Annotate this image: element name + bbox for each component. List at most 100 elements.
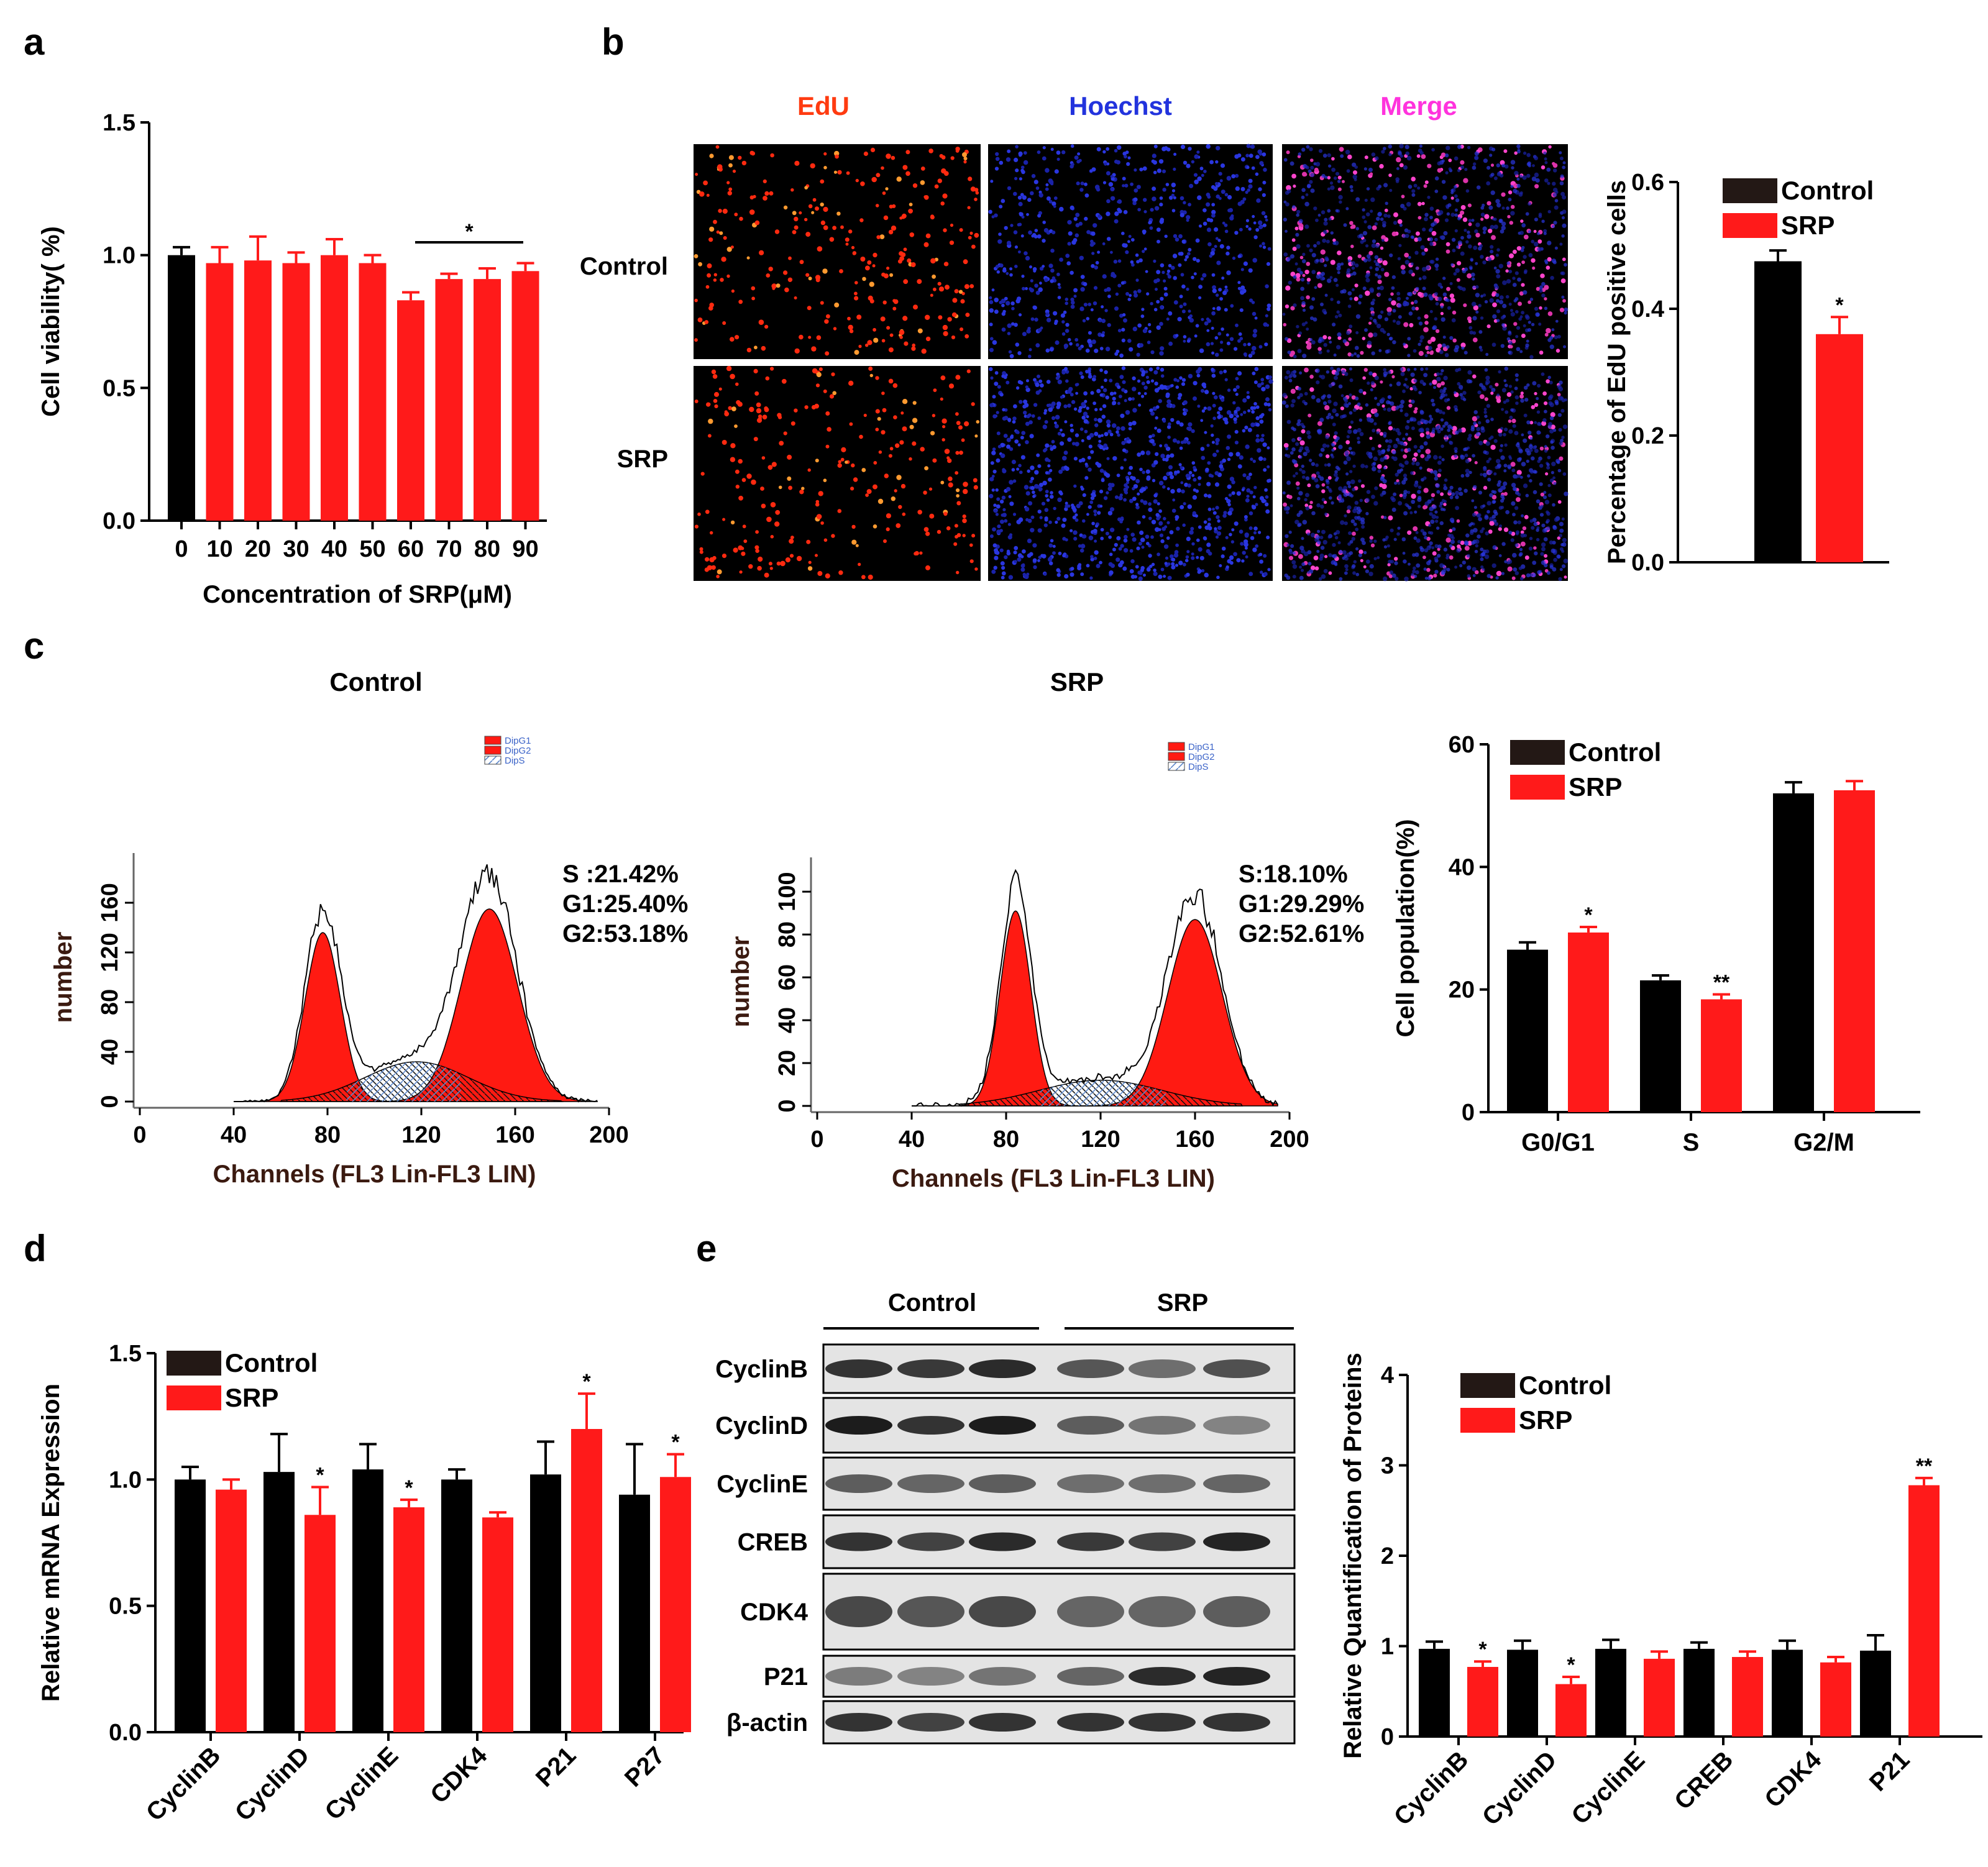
x-tick-label: 120 [1081, 1126, 1120, 1153]
blot-label: CyclinE [717, 1471, 808, 1498]
blot-label: β-actin [726, 1709, 808, 1737]
legend-swatch-srp [1723, 213, 1777, 238]
y-tick-label: 40 [1449, 854, 1475, 880]
y-tick-label: 0.5 [103, 375, 135, 401]
y-axis-title: Cell viability( %) [37, 226, 65, 417]
blot-band [1057, 1359, 1124, 1378]
wb-group-control: Control [888, 1289, 976, 1317]
blot-band [1057, 1713, 1124, 1732]
significance-star: * [1567, 1653, 1575, 1677]
blot-row-cdk4: CDK4 [740, 1574, 1294, 1650]
bar-control-g2-m [1773, 793, 1814, 1112]
legend-label-dips: DipS [505, 755, 525, 766]
x-tick-label: G0/G1 [1521, 1129, 1595, 1156]
panel-letter-d: d [24, 1228, 47, 1269]
y-tick-label: 0 [1462, 1100, 1475, 1126]
phase-stat: G2:52.61% [1239, 920, 1364, 947]
blot-band [897, 1596, 964, 1627]
bar-30 [283, 263, 310, 521]
bar-srp-p21 [571, 1429, 602, 1732]
blot-label: P21 [764, 1663, 808, 1691]
bar-70 [436, 279, 463, 521]
bar-srp-s [1701, 999, 1742, 1112]
micrograph-merge-control [1282, 144, 1568, 360]
bar-control-cdk4 [441, 1479, 472, 1732]
significance-star: * [582, 1370, 591, 1394]
x-tick-label: 70 [436, 536, 462, 562]
bar-90 [512, 271, 539, 521]
x-tick-label: 200 [589, 1122, 628, 1148]
blot-band [825, 1667, 892, 1686]
legend-label-dipg1: DipG1 [505, 736, 531, 746]
x-tick-label: P27 [620, 1741, 670, 1792]
y-tick-label: 3 [1381, 1453, 1394, 1479]
legend-label-control: Control [1519, 1371, 1611, 1400]
phase-stat: S:18.10% [1239, 860, 1348, 888]
blot-band [825, 1533, 892, 1551]
bar-control-cdk4 [1772, 1650, 1803, 1737]
blot-band [969, 1359, 1036, 1378]
x-tick-label: 200 [1270, 1126, 1309, 1153]
bar-control-cyclind [1507, 1650, 1538, 1737]
bar-control-p21 [1860, 1651, 1891, 1737]
blot-row-cyclinb: CyclinB [715, 1344, 1294, 1393]
y-tick-label: 2 [1381, 1543, 1394, 1569]
micrograph-merge-srp [1282, 366, 1569, 582]
y-axis-title: number [50, 932, 77, 1023]
microscopy-grid: EdU Hoechst Merge Control SRP [580, 91, 1569, 582]
blot-band [969, 1533, 1036, 1551]
y-axis-title: Relative mRNA Expression [37, 1384, 65, 1702]
panel-letter-b: b [602, 21, 625, 63]
panel-letter-e: e [696, 1228, 717, 1269]
blot-band [1203, 1533, 1270, 1551]
western-blot: Control SRP CyclinBCyclinDCyclinECREBCDK… [715, 1289, 1294, 1743]
y-tick-label: 60 [774, 964, 800, 990]
y-tick-label: 60 [1449, 732, 1475, 758]
x-axis-title: Channels (FL3 Lin-FL3 LIN) [892, 1165, 1215, 1192]
y-tick-label: 4 [1381, 1363, 1394, 1389]
x-tick-label: 120 [401, 1122, 441, 1148]
blot-band [897, 1474, 964, 1493]
legend-label-srp: SRP [1519, 1405, 1572, 1435]
phase-stat: G1:25.40% [562, 890, 688, 918]
y-tick-label: 80 [774, 921, 800, 947]
blot-band [825, 1713, 892, 1732]
legend-swatch-control [1723, 178, 1777, 203]
blot-row-creb: CREB [738, 1515, 1294, 1568]
significance-star: * [405, 1476, 413, 1500]
legend-label-srp: SRP [1569, 772, 1622, 801]
blot-band [825, 1474, 892, 1493]
bar-control-p21 [530, 1474, 561, 1732]
x-axis-title: Concentration of SRP(μM) [203, 581, 512, 608]
bar-control [1754, 262, 1802, 563]
x-axis-title: Channels (FL3 Lin-FL3 LIN) [213, 1161, 536, 1188]
blot-band [1057, 1416, 1124, 1435]
blot-band [969, 1713, 1036, 1732]
edu-title: EdU [797, 91, 850, 121]
bar-80 [474, 279, 501, 521]
row-label-control: Control [580, 253, 668, 280]
x-tick-label: CyclinD [1477, 1746, 1562, 1830]
bar-control-creb [1683, 1649, 1715, 1737]
x-tick-label: 30 [283, 536, 309, 562]
blot-band [897, 1713, 964, 1732]
legend-label-dipg1: DipG1 [1188, 742, 1215, 752]
blot-band [897, 1533, 964, 1551]
bar-control-p27 [619, 1495, 650, 1732]
bar-srp-g0-g1 [1568, 933, 1609, 1112]
legend-swatch-dipg1 [485, 736, 501, 744]
blot-label: CyclinD [715, 1412, 808, 1440]
x-tick-label: CDK4 [425, 1741, 493, 1809]
x-tick-label: CREB [1669, 1746, 1738, 1815]
blot-band [897, 1359, 964, 1378]
bar-srp-cyclinb [216, 1490, 247, 1732]
significance-star: * [1835, 293, 1844, 317]
legend-swatch-control [1460, 1373, 1515, 1398]
blot-band [825, 1416, 892, 1435]
bar-srp-g2-m [1834, 790, 1875, 1112]
